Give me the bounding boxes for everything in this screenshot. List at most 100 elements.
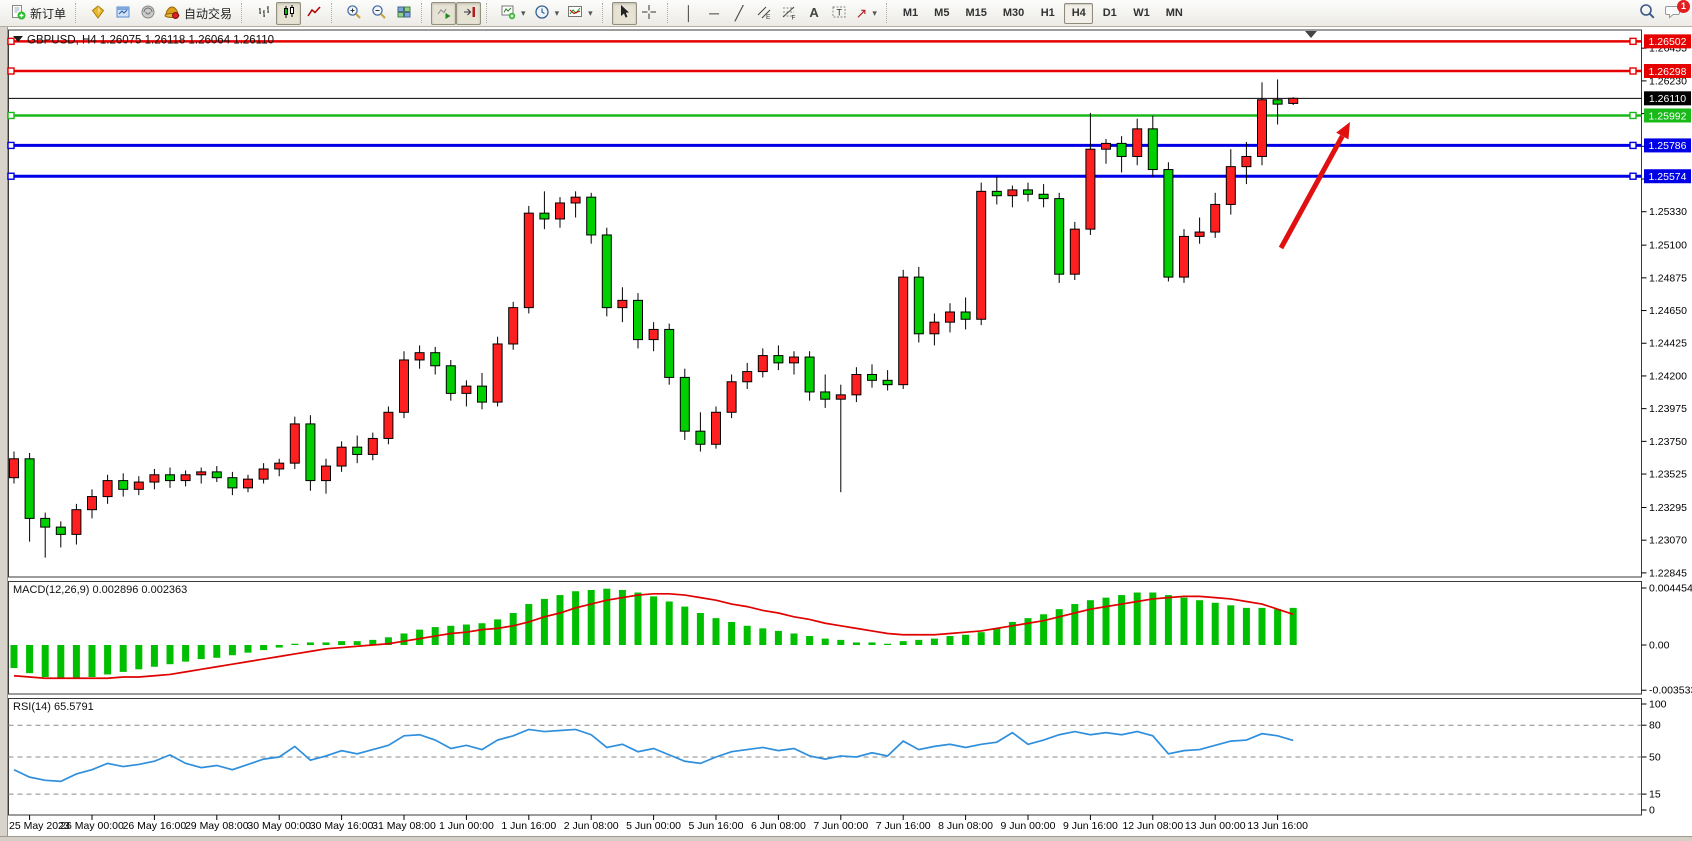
price-axis[interactable]: 1.264551.262301.260051.257801.255551.253… [1641,43,1688,580]
candlestick-chart-button[interactable] [276,1,302,25]
candle [555,202,565,220]
zoom-in-button[interactable] [341,2,366,25]
equidistant-channel-button[interactable]: E [752,2,777,25]
candle [851,373,862,396]
macd-bar [119,645,127,672]
candle [1132,128,1143,157]
macd-bar [1040,614,1048,645]
chart-shift-button[interactable] [456,1,482,25]
candle [835,394,846,400]
toolbar-separator [601,3,607,23]
hline-handle[interactable] [7,37,15,46]
macd-bar [72,645,80,679]
svg-text:T: T [837,7,843,17]
vertical-line-button[interactable]: │ [677,2,702,25]
chart-shift-marker[interactable] [1305,31,1317,38]
hline-handle[interactable] [1629,172,1637,180]
arrow-annotation[interactable] [1278,134,1345,250]
hline-handle[interactable] [1629,67,1637,75]
timeframe-button-H1[interactable]: H1 [1033,3,1062,24]
bar-chart-button[interactable] [251,2,276,25]
crosshair-button[interactable] [637,2,662,25]
hline-handle[interactable] [7,172,15,180]
macd-bar [915,639,923,645]
timeframe-button-M1[interactable]: M1 [896,3,925,24]
svg-text:26 May 00:00: 26 May 00:00 [60,820,124,832]
macd-bar [572,591,580,645]
tile-windows-button[interactable] [391,2,416,25]
chevron-down-icon: ▾ [554,7,560,18]
main-pane[interactable] [8,29,1642,578]
candle [773,355,784,364]
symbol-menu-icon[interactable] [13,36,23,42]
cursor-button[interactable] [611,1,637,25]
zoom-out-button[interactable] [366,2,391,25]
candle [336,446,347,467]
new-chart-button[interactable]: ▾ [496,2,530,25]
indicators-icon [567,4,583,23]
hline-handle[interactable] [1629,111,1637,120]
macd-label: MACD(12,26,9) 0.002896 0.002363 [13,584,187,596]
hline-handle[interactable] [7,141,15,150]
svg-text:1.22845: 1.22845 [1649,567,1687,579]
new-order-button[interactable]: 新订单 [6,2,70,25]
auto-trading-button[interactable]: 自动交易 [160,2,236,25]
horizontal-line-objects[interactable] [7,37,1642,180]
macd-bar [275,645,283,648]
timeframe-button-D1[interactable]: D1 [1095,3,1124,24]
candle [399,359,409,413]
candle [243,478,253,489]
horizontal-line-button[interactable]: ─ [702,2,727,25]
crosshair-icon [641,4,657,23]
market-watch-button[interactable] [85,2,110,25]
line-chart-button[interactable] [301,2,326,25]
candle [55,526,66,535]
macd-bar [306,642,314,645]
candle [71,509,82,535]
hline-handle[interactable] [1629,37,1637,46]
macd-bar [837,639,845,645]
text-button[interactable]: A [802,2,827,25]
trend-line-button[interactable]: ╱ [727,2,752,25]
timeframe-button-M5[interactable]: M5 [927,3,956,24]
data-window-button[interactable] [110,2,135,25]
macd-bar [618,589,626,645]
svg-text:31 May 08:00: 31 May 08:00 [372,820,436,832]
hline-handle[interactable] [7,111,15,120]
indicators-button[interactable]: ▾ [563,2,597,25]
rsi-indicator: 100 80 50 15 0 RSI(14) 65.5791 [8,699,1667,817]
macd-bar [681,606,689,645]
candle [882,379,893,386]
navigator-button[interactable] [135,2,160,25]
chat-button[interactable]: 1 [1660,0,1690,25]
new-order-label: 新订单 [30,6,67,21]
macd-bar [1118,595,1126,645]
fibonacci-button[interactable]: F [777,2,802,25]
search-button[interactable] [1635,2,1660,25]
periods-button[interactable]: ▾ [530,2,564,25]
svg-text:1.25574: 1.25574 [1649,171,1687,183]
timeframe-button-MN[interactable]: MN [1159,3,1190,24]
hline-handle[interactable] [1629,141,1637,150]
candle [633,299,643,341]
timeframe-button-M15[interactable]: M15 [958,3,993,24]
equidistant-channel-icon: E [756,4,772,23]
candle [1038,193,1049,200]
macd-pane[interactable] [8,581,1642,695]
timeframe-button-H4[interactable]: H4 [1064,2,1094,24]
timeframe-button-M30[interactable]: M30 [996,3,1031,24]
timeframe-button-W1[interactable]: W1 [1126,3,1157,24]
macd-bar [852,642,860,645]
auto-scroll-icon [436,4,452,23]
auto-scroll-button[interactable] [431,1,457,25]
macd-bar [696,613,704,645]
text-label-button[interactable]: T [827,2,852,25]
hline-handle[interactable] [7,67,15,75]
macd-bar [650,596,658,645]
arrow-annotation-head[interactable] [1336,122,1350,140]
arrow-objects-button[interactable]: ↗ ▾ [852,2,881,25]
chevron-down-icon: ▾ [872,7,877,18]
candle [477,385,487,403]
